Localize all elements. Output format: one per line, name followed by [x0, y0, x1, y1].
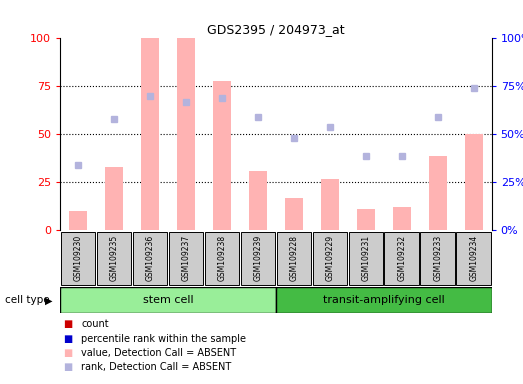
Bar	[133, 232, 167, 285]
Bar	[97, 232, 131, 285]
Bar	[321, 179, 339, 230]
Bar	[357, 209, 375, 230]
Text: ■: ■	[63, 319, 73, 329]
Title: GDS2395 / 204973_at: GDS2395 / 204973_at	[207, 23, 345, 36]
Bar	[429, 156, 447, 230]
Bar	[69, 211, 87, 230]
Bar	[204, 232, 239, 285]
Text: ■: ■	[63, 348, 73, 358]
Bar	[277, 232, 311, 285]
Text: percentile rank within the sample: percentile rank within the sample	[81, 334, 246, 344]
Bar	[464, 134, 483, 230]
Text: GSM109236: GSM109236	[145, 235, 154, 281]
Text: transit-amplifying cell: transit-amplifying cell	[323, 295, 445, 305]
Bar	[313, 232, 347, 285]
Bar	[384, 232, 419, 285]
Text: ■: ■	[63, 362, 73, 372]
Text: GSM109239: GSM109239	[254, 235, 263, 281]
Text: GSM109230: GSM109230	[74, 235, 83, 281]
Bar	[285, 198, 303, 230]
Text: GSM109234: GSM109234	[469, 235, 478, 281]
Bar	[61, 232, 95, 285]
Bar	[348, 232, 383, 285]
Bar	[393, 207, 411, 230]
Bar	[177, 38, 195, 230]
Text: ▶: ▶	[45, 295, 52, 305]
Bar	[420, 232, 455, 285]
Bar	[457, 232, 491, 285]
Text: GSM109235: GSM109235	[110, 235, 119, 281]
Text: GSM109237: GSM109237	[181, 235, 190, 281]
Text: stem cell: stem cell	[143, 295, 194, 305]
Text: GSM109238: GSM109238	[218, 235, 226, 281]
Bar	[169, 232, 203, 285]
Bar	[60, 287, 276, 313]
Bar	[141, 38, 159, 230]
Bar	[105, 167, 123, 230]
Text: GSM109228: GSM109228	[289, 235, 298, 281]
Bar	[249, 171, 267, 230]
Text: cell type: cell type	[5, 295, 50, 305]
Text: GSM109231: GSM109231	[361, 235, 370, 281]
Text: ■: ■	[63, 334, 73, 344]
Bar	[276, 287, 492, 313]
Text: value, Detection Call = ABSENT: value, Detection Call = ABSENT	[81, 348, 236, 358]
Text: count: count	[81, 319, 109, 329]
Text: rank, Detection Call = ABSENT: rank, Detection Call = ABSENT	[81, 362, 231, 372]
Bar	[213, 81, 231, 230]
Text: GSM109232: GSM109232	[397, 235, 406, 281]
Bar	[241, 232, 275, 285]
Text: GSM109233: GSM109233	[433, 235, 442, 281]
Text: GSM109229: GSM109229	[325, 235, 334, 281]
